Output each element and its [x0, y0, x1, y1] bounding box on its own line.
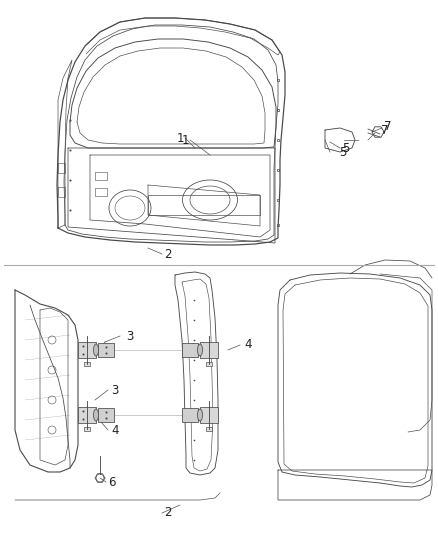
Text: 1: 1 — [181, 133, 189, 147]
Text: 2: 2 — [164, 506, 172, 520]
Text: 3: 3 — [111, 384, 119, 397]
Text: 5: 5 — [343, 141, 350, 155]
Bar — [200, 342, 218, 358]
Text: 7: 7 — [381, 124, 389, 136]
Text: 4: 4 — [111, 424, 119, 437]
Bar — [78, 342, 96, 358]
Bar — [206, 362, 212, 366]
Bar — [98, 343, 114, 357]
Bar — [182, 408, 198, 422]
Bar — [84, 427, 90, 431]
Ellipse shape — [198, 409, 202, 421]
Text: 7: 7 — [384, 119, 392, 133]
Bar — [78, 407, 96, 423]
Bar — [148, 195, 260, 215]
Ellipse shape — [93, 344, 99, 356]
Text: 2: 2 — [164, 247, 172, 261]
Text: 4: 4 — [244, 338, 252, 351]
Text: 3: 3 — [126, 329, 134, 343]
Bar — [206, 427, 212, 431]
Text: 1: 1 — [176, 132, 184, 144]
Text: 5: 5 — [339, 146, 347, 158]
Bar — [95, 188, 107, 196]
Bar — [200, 407, 218, 423]
Bar — [84, 362, 90, 366]
Bar — [98, 408, 114, 422]
Text: 6: 6 — [108, 475, 116, 489]
Ellipse shape — [198, 344, 202, 356]
Bar — [182, 343, 198, 357]
Ellipse shape — [93, 409, 99, 421]
Bar — [95, 172, 107, 180]
